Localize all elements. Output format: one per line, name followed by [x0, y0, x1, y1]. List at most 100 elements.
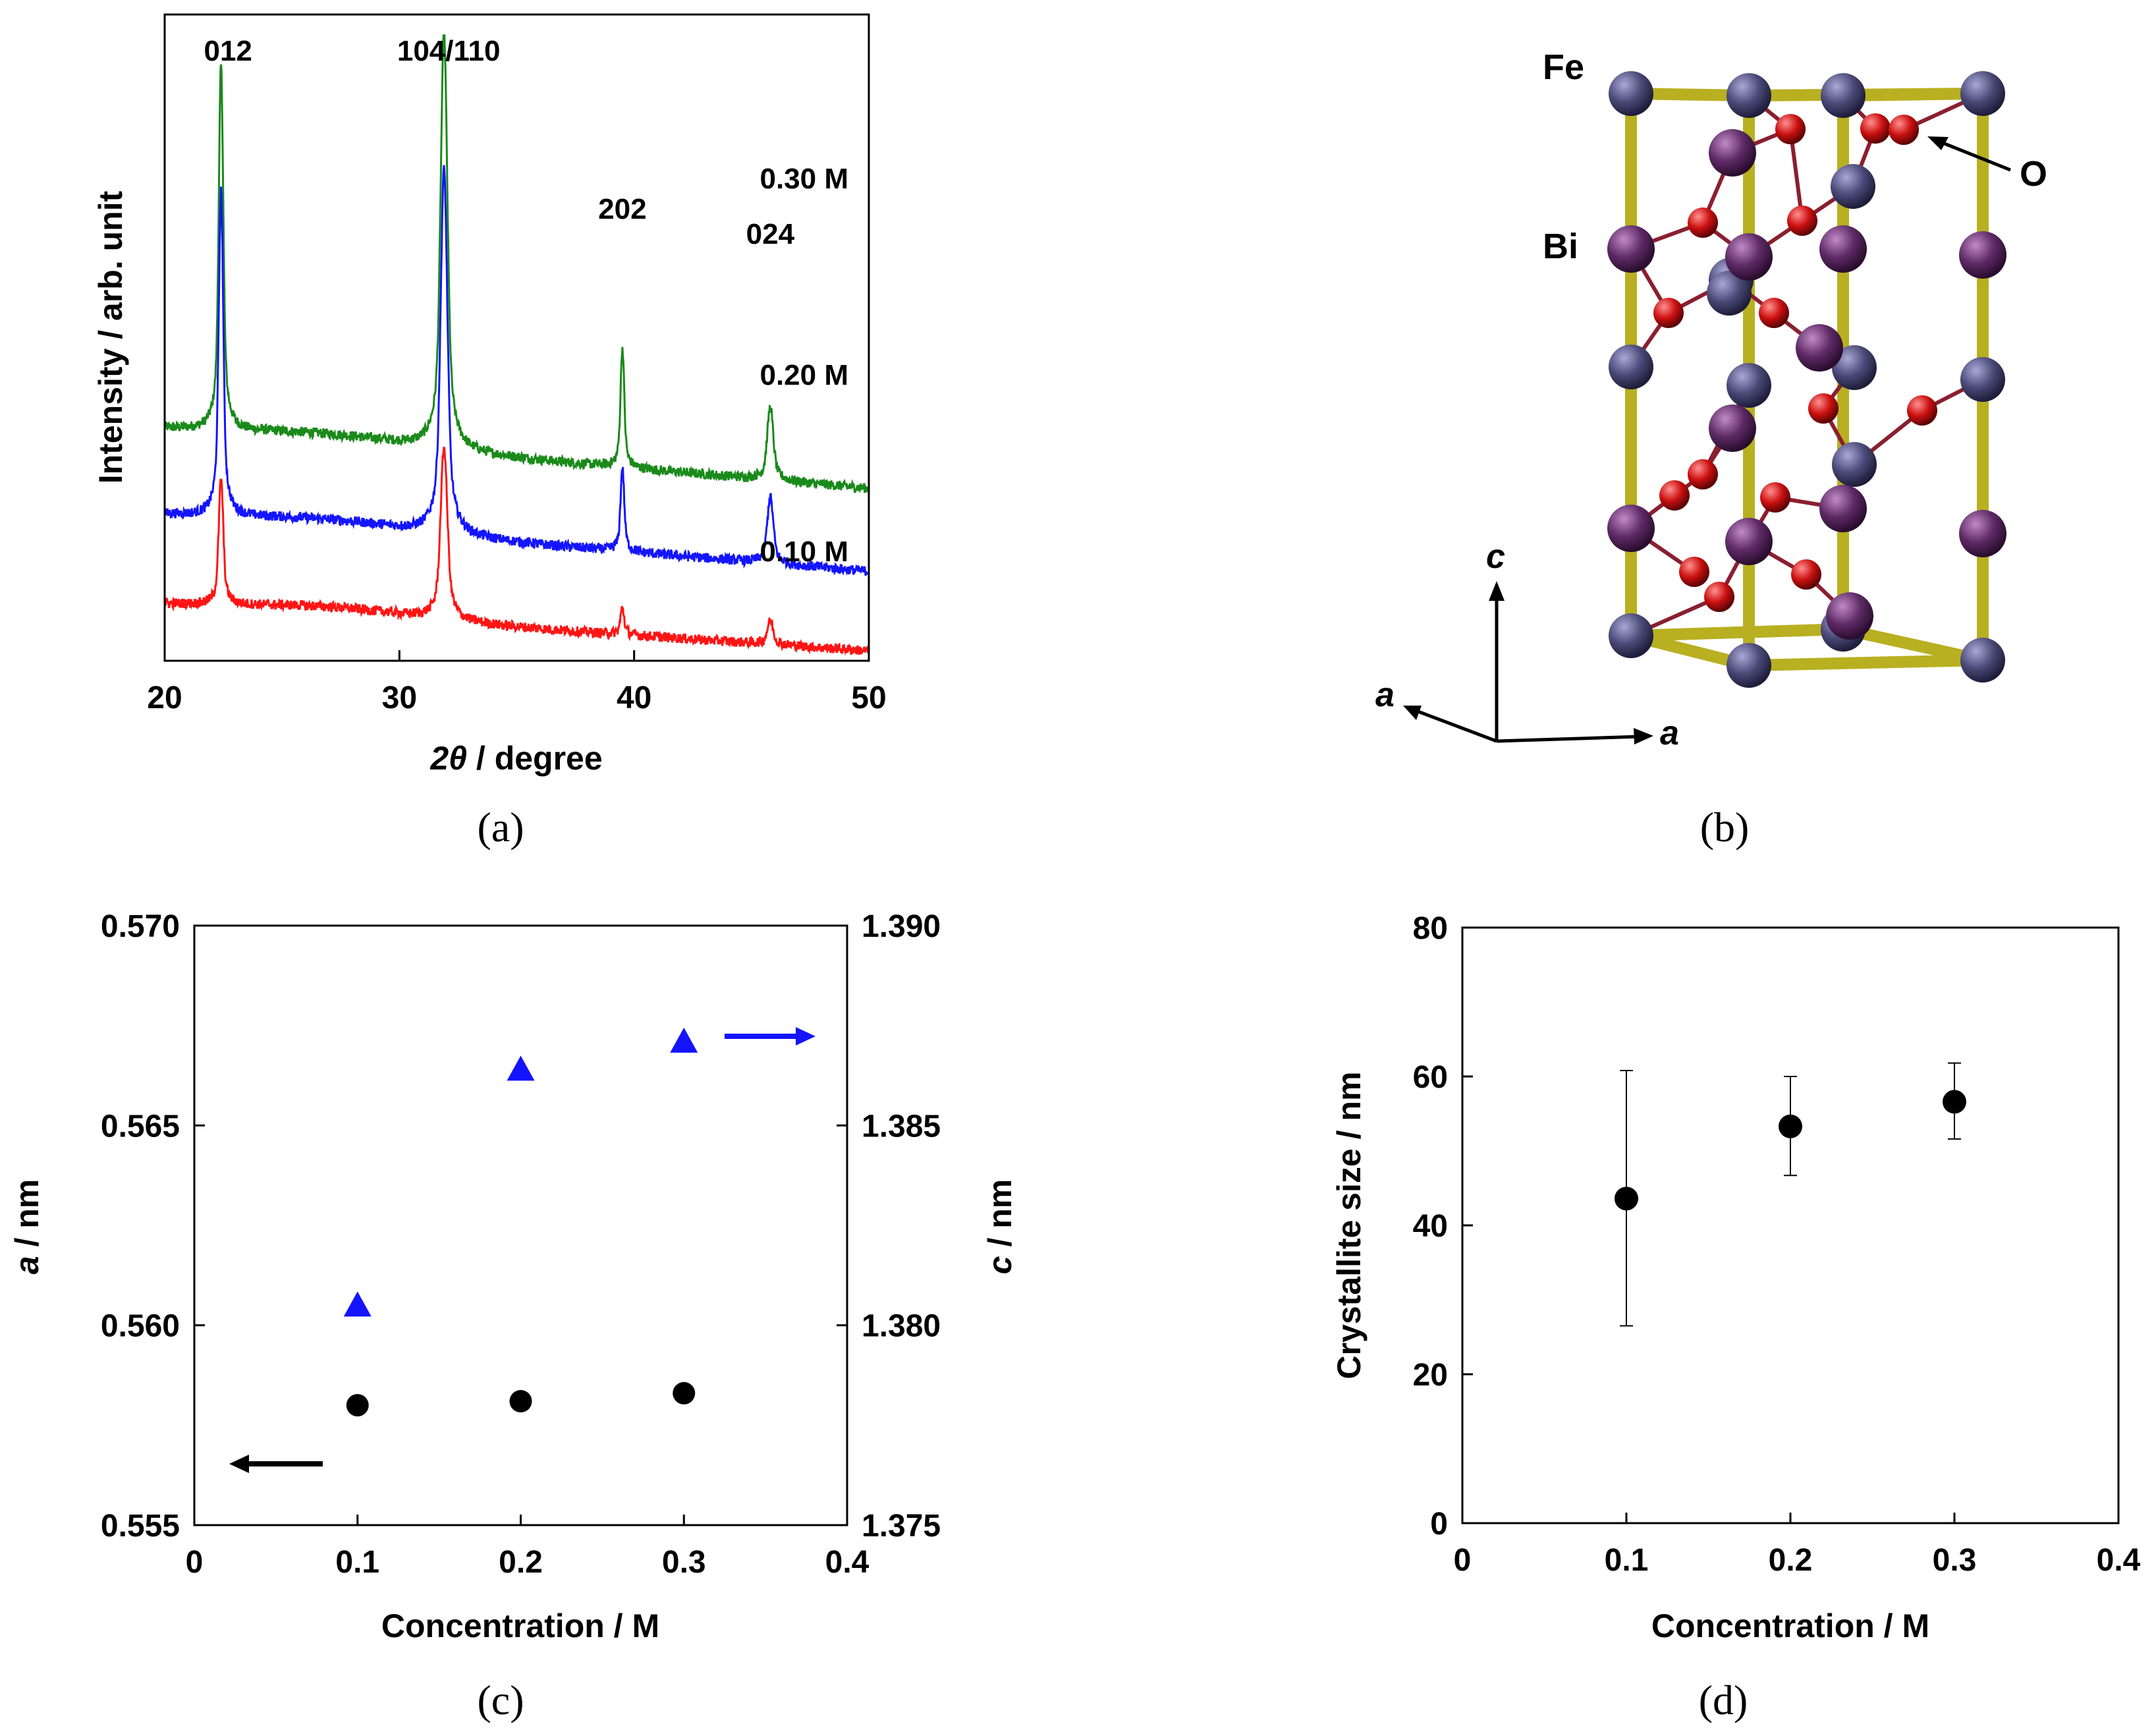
- o-atom: [1688, 208, 1718, 238]
- o-atom: [1889, 115, 1919, 145]
- cell-top-edge: [1837, 88, 1989, 101]
- size-point: [1943, 1090, 1966, 1114]
- lattice-x-axis-label: Concentration / M: [381, 1607, 659, 1644]
- o-atom: [1659, 480, 1690, 511]
- size-x-axis-label: Concentration / M: [1651, 1607, 1929, 1644]
- fe-atom: [1609, 613, 1653, 658]
- fe-atom: [1960, 71, 2005, 116]
- o-atom: [1791, 559, 1821, 590]
- series-label: 0.30 M: [760, 163, 848, 195]
- crystallite-size-panel: 0 0.1 0.2 0.3 0.4 0 20 40 60 80 Concentration / M…: [1331, 911, 2141, 1723]
- right-axis-indicator-arrowhead: [796, 1027, 815, 1046]
- panel-label-a: (a): [477, 804, 524, 851]
- peak-label: 024: [746, 218, 795, 250]
- lattice-left-axis-label: a / nm: [9, 1179, 45, 1275]
- bi-atom: [1607, 225, 1655, 273]
- o-atom: [1860, 113, 1891, 144]
- bi-atom: [1725, 518, 1773, 565]
- lattice-right-tick-label: 1.390: [862, 909, 941, 944]
- bi-atom: [1709, 405, 1756, 452]
- lattice-c-point: [670, 1027, 698, 1053]
- lattice-left-tick-label: 0.555: [101, 1509, 180, 1544]
- bi-atom: [1959, 510, 2006, 557]
- xrd-y-axis-label: Intensity / arb. unit: [92, 190, 129, 484]
- fe-atom: [1821, 73, 1866, 118]
- bi-atom: [1709, 129, 1756, 177]
- series-label: 0.10 M: [760, 536, 848, 568]
- o-atom: [1775, 114, 1806, 144]
- size-x-tick-label: 0: [1454, 1543, 1472, 1578]
- lattice-right-axis-label: c / nm: [981, 1179, 1018, 1275]
- a-axis-arrow-left: [1412, 708, 1497, 743]
- a-axis-arrowhead-right: [1634, 728, 1653, 744]
- o-pointer-arrowhead: [1927, 136, 1949, 150]
- xrd-x-tick-label: 50: [851, 681, 886, 715]
- fe-label: Fe: [1543, 47, 1584, 87]
- lattice-parameter-panel: 0 0.1 0.2 0.3 0.4 0.555 0.560 0.565 0.570 1.375 1.…: [9, 909, 1018, 1723]
- fe-atom: [1609, 71, 1653, 116]
- size-x-tick-label: 0.4: [2097, 1543, 2141, 1578]
- bi-atom: [1607, 505, 1655, 552]
- bi-atom: [1819, 485, 1867, 532]
- a-axis-arrow-right: [1496, 735, 1641, 743]
- size-point: [1615, 1186, 1638, 1211]
- lattice-left-tick-label: 0.570: [101, 909, 180, 944]
- atoms: [1607, 71, 2006, 688]
- lattice-plot-frame: [193, 924, 848, 1526]
- o-atom: [1760, 482, 1790, 513]
- size-y-tick-label: 60: [1413, 1060, 1448, 1095]
- fe-atom: [1707, 271, 1752, 316]
- o-atom: [1679, 557, 1709, 587]
- panel-label-d: (d): [1699, 1677, 1748, 1723]
- size-y-tick-label: 20: [1413, 1358, 1448, 1393]
- cell-bottom-edge: [1743, 654, 1989, 671]
- xrd-trace-020: [163, 165, 870, 576]
- size-y-axis-label: Crystallite size / nm: [1331, 1072, 1368, 1380]
- series-label: 0.20 M: [760, 359, 848, 391]
- bi-atom: [1796, 324, 1843, 372]
- lattice-right-tick-label: 1.380: [862, 1309, 941, 1344]
- size-x-tick-label: 0.1: [1605, 1543, 1649, 1578]
- bi-label: Bi: [1543, 227, 1578, 266]
- lattice-left-tick-label: 0.560: [101, 1309, 180, 1344]
- lattice-right-tick-label: 1.385: [862, 1109, 941, 1144]
- peak-label: 202: [598, 193, 646, 225]
- xrd-panel: 20 30 40 50 012 104/110 202 024 0.30 M 0.20 M 0.…: [92, 13, 887, 851]
- o-label: O: [2020, 154, 2047, 194]
- size-point: [1779, 1114, 1802, 1138]
- lattice-c-point: [343, 1291, 372, 1317]
- a-axis-label-left: a: [1375, 676, 1395, 714]
- lattice-a-point: [509, 1389, 532, 1412]
- lattice-c-point: [507, 1055, 535, 1081]
- o-pointer-arrow: [1937, 139, 2011, 172]
- xrd-plot-frame: [163, 13, 870, 662]
- fe-atom: [1727, 643, 1771, 688]
- a-axis-label-right: a: [1660, 714, 1679, 752]
- panel-label-b: (b): [1700, 804, 1750, 851]
- size-x-tick-label: 0.3: [1933, 1543, 1977, 1578]
- xrd-x-axis-label: 2θ / degree: [429, 740, 602, 777]
- xrd-x-tick-label: 30: [382, 681, 417, 715]
- c-axis-arrowhead: [1489, 581, 1505, 601]
- fe-atom: [1960, 357, 2005, 402]
- lattice-x-tick-label: 0.1: [335, 1545, 379, 1580]
- fe-atom: [1609, 345, 1653, 389]
- xrd-x-tick-label: 40: [617, 681, 651, 715]
- o-atom: [1653, 298, 1684, 328]
- fe-atom: [1832, 345, 1877, 390]
- lattice-left-tick-label: 0.565: [101, 1109, 180, 1144]
- fe-atom: [1832, 442, 1877, 487]
- bi-atom: [1819, 225, 1867, 273]
- crystal-structure-panel: Fe Bi O c a a (b): [1375, 47, 2047, 851]
- c-axis-label: c: [1486, 538, 1505, 576]
- size-y-tick-label: 40: [1413, 1209, 1448, 1244]
- lattice-x-tick-label: 0.3: [662, 1545, 706, 1580]
- fe-atom: [1727, 73, 1771, 118]
- lattice-a-point: [346, 1394, 369, 1416]
- o-atom: [1704, 582, 1734, 612]
- size-y-tick-label: 80: [1413, 911, 1448, 946]
- lattice-x-tick-label: 0.4: [825, 1545, 870, 1580]
- bi-atom: [1959, 231, 2006, 279]
- cell-bottom-edge: [1837, 623, 1989, 666]
